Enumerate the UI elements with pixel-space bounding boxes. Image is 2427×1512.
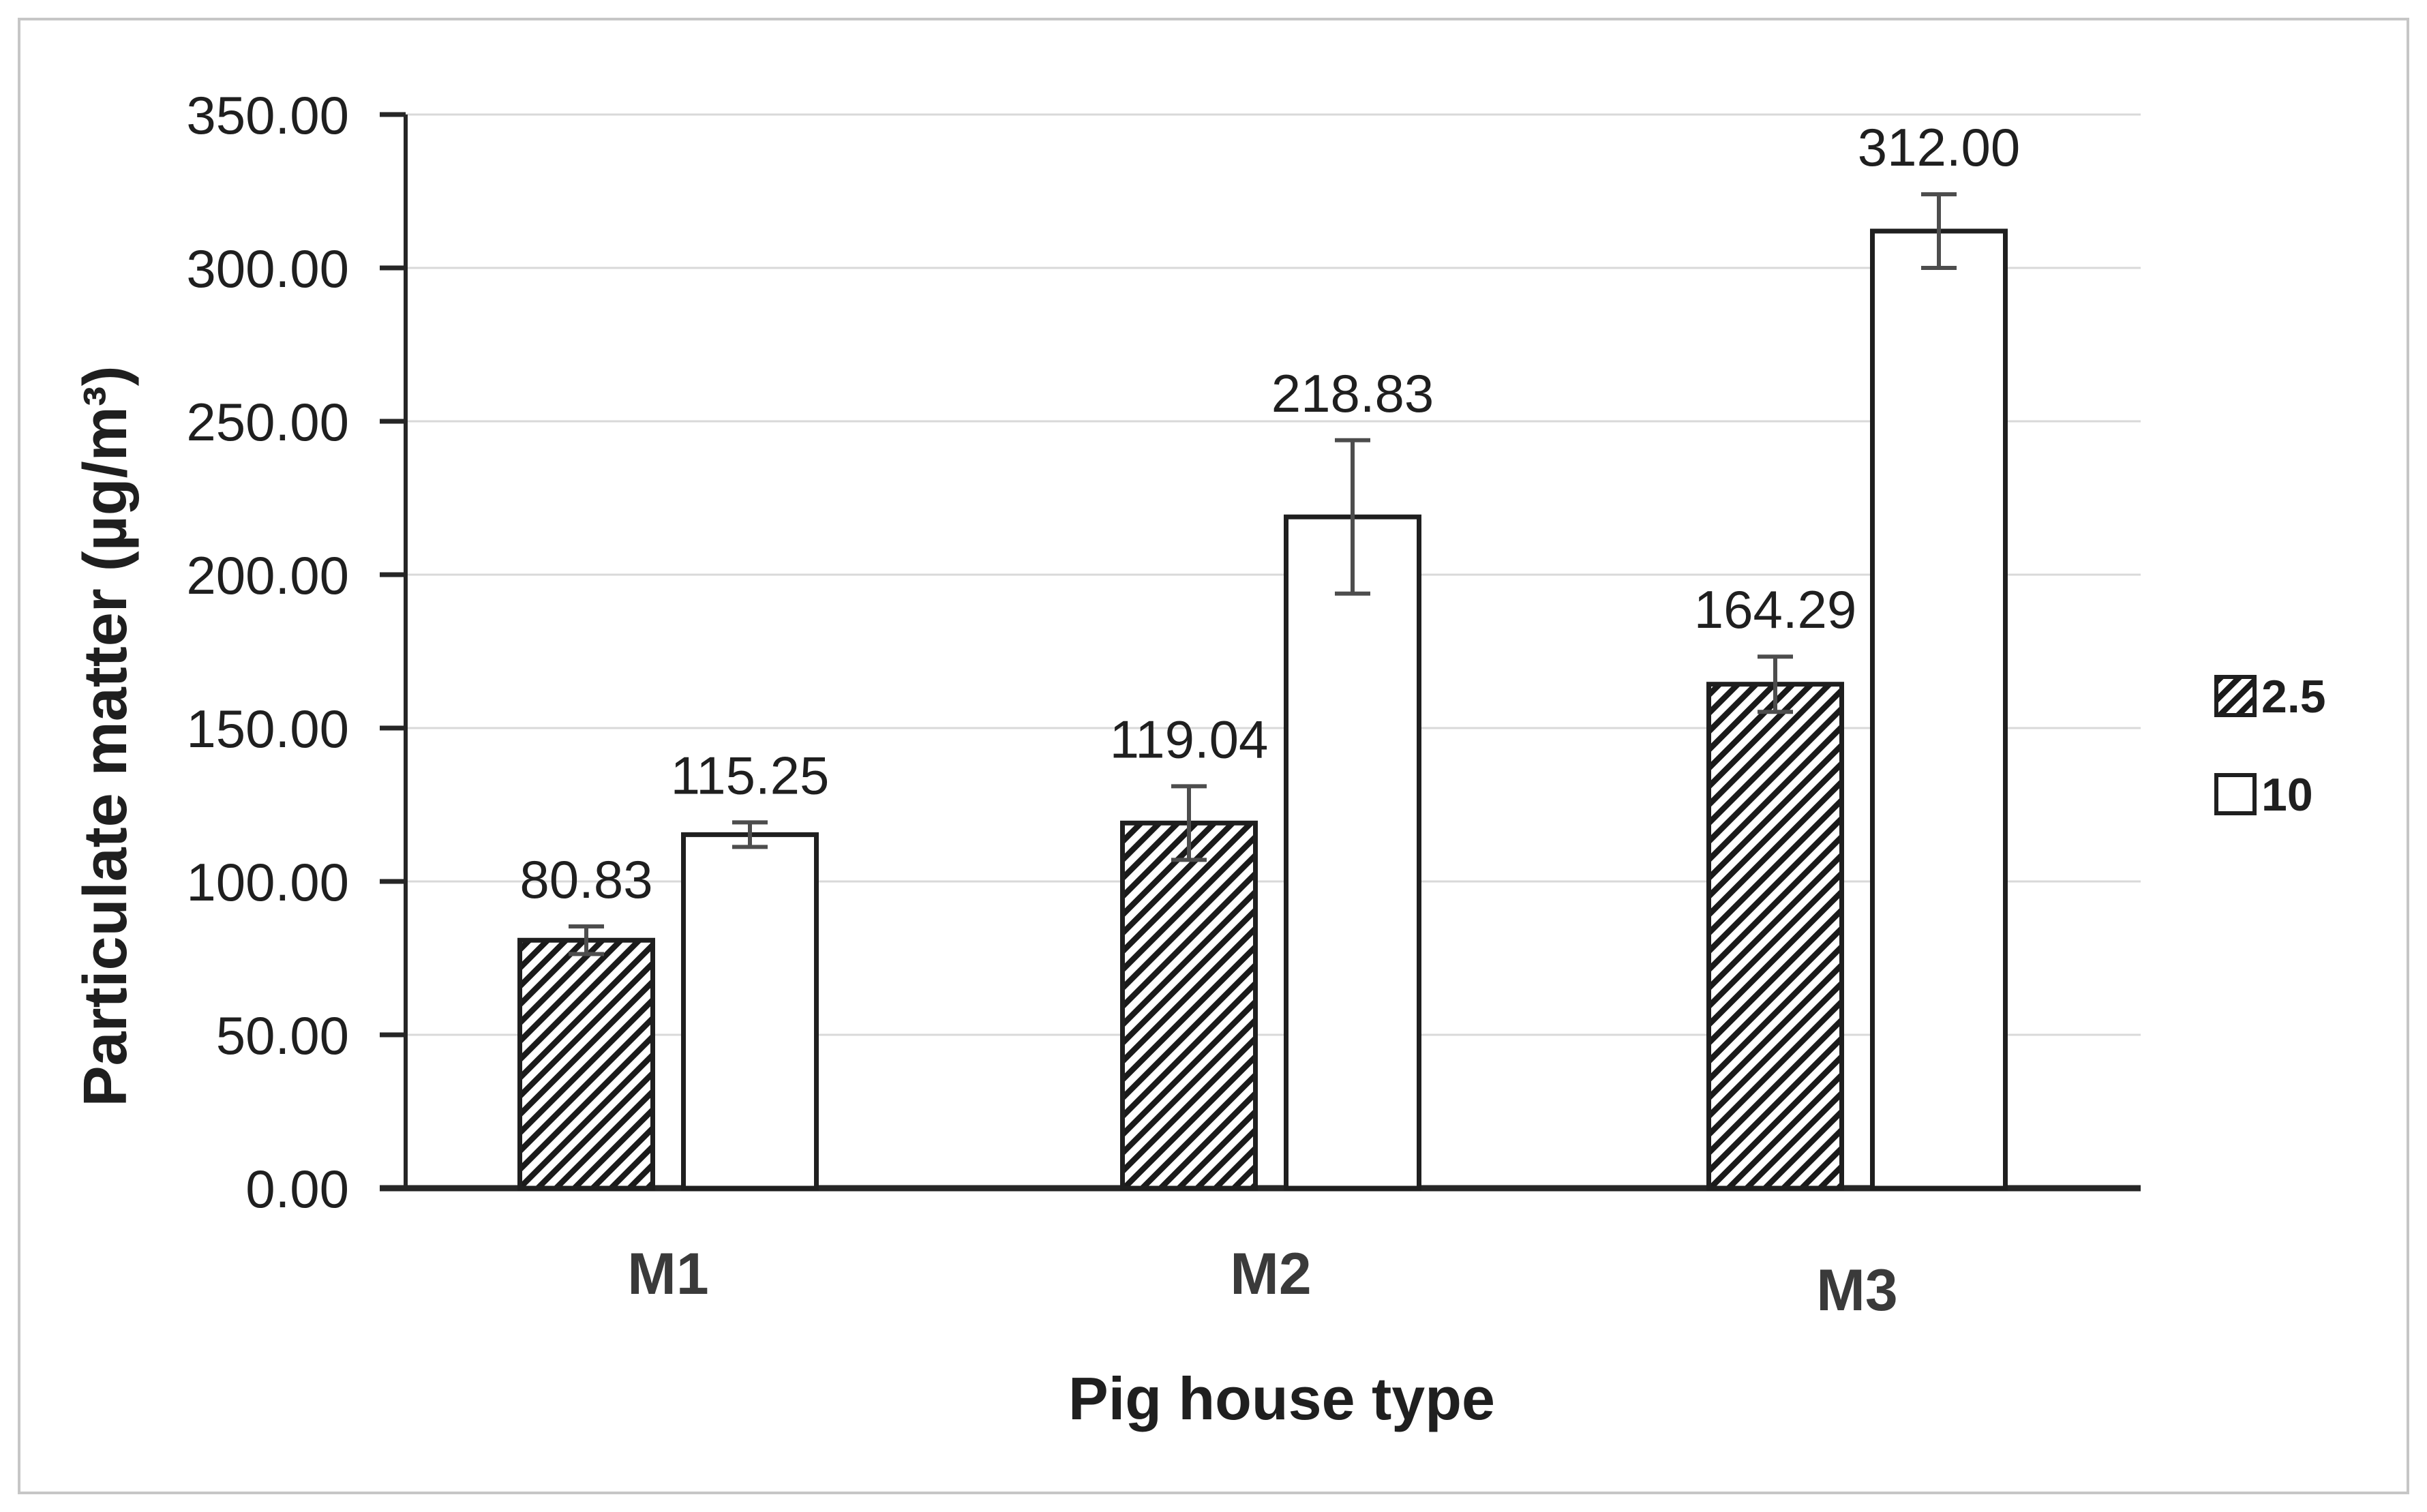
bar-10-m3 — [1870, 228, 2008, 1191]
value-label-2-5-m2: 119.04 — [1110, 709, 1269, 769]
y-tick-label: 350.00 — [186, 85, 349, 145]
legend-marker-2-5 — [2214, 675, 2257, 717]
legend-item-2-5: 2.5 — [2214, 671, 2326, 723]
category-label-m3: M3 — [1816, 1258, 1897, 1323]
y-tick-label: 0.00 — [245, 1159, 349, 1219]
x-axis-title: Pig house type — [1068, 1365, 1495, 1432]
y-tick-label: 250.00 — [186, 392, 349, 452]
error-bar-10-m2 — [1335, 438, 1370, 596]
value-labels: 80.83 119.04 164.29 115.25 218.83 312.00 — [519, 117, 2020, 909]
category-label-m1: M1 — [627, 1241, 708, 1307]
y-tick-label: 300.00 — [186, 239, 349, 299]
value-label-10-m1: 115.25 — [671, 745, 830, 805]
bar-10-m2 — [1284, 514, 1421, 1191]
bar-10-m1 — [681, 832, 819, 1191]
legend-label-2-5: 2.5 — [2261, 671, 2326, 723]
axes — [380, 112, 2141, 1192]
bar-2-5-m3 — [1706, 682, 1844, 1191]
error-bar-2-5-m2 — [1171, 784, 1207, 862]
value-label-2-5-m1: 80.83 — [519, 849, 652, 909]
error-bars — [569, 192, 1957, 956]
error-bar-10-m1 — [732, 820, 768, 849]
legend-item-10: 10 — [2214, 769, 2313, 821]
y-tick-labels: 0.00 50.00 100.00 150.00 200.00 250.00 300.00 3… — [186, 85, 349, 1219]
value-label-10-m3: 312.00 — [1858, 117, 2021, 177]
value-label-10-m2: 218.83 — [1271, 363, 1434, 423]
y-tick-label: 150.00 — [186, 699, 349, 759]
error-bar-10-m3 — [1921, 192, 1957, 270]
legend: 2.5 10 — [2214, 671, 2326, 821]
value-label-2-5-m3: 164.29 — [1694, 579, 1857, 639]
y-tick-label: 100.00 — [186, 852, 349, 912]
figure-border — [18, 18, 2409, 1494]
bars — [517, 228, 2008, 1191]
category-label-m2: M2 — [1230, 1241, 1311, 1307]
bar-2-5-m1 — [517, 937, 655, 1191]
y-axis-title: Particulate matter (µg/m³) — [72, 365, 140, 1106]
y-tick-label: 200.00 — [186, 545, 349, 605]
y-tick-label: 50.00 — [216, 1006, 349, 1065]
legend-marker-10 — [2214, 773, 2257, 815]
legend-label-10: 10 — [2261, 769, 2313, 821]
category-labels: M1 M2 M3 — [627, 1241, 1897, 1323]
error-bar-2-5-m3 — [1758, 654, 1793, 714]
bar-2-5-m2 — [1120, 820, 1258, 1191]
error-bar-2-5-m1 — [569, 924, 604, 956]
